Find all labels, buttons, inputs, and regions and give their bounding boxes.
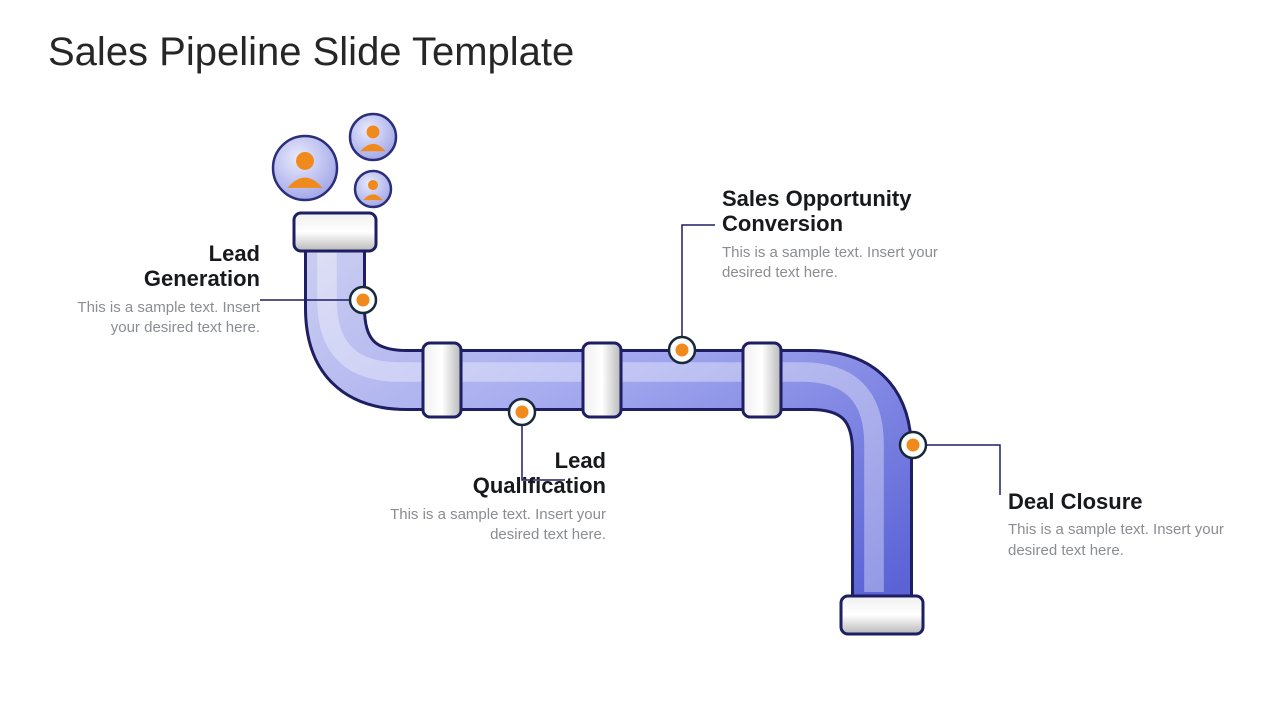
stage-sales-opportunity-conversion: Sales OpportunityConversion This is a sam… — [722, 186, 982, 283]
stage-title: LeadGeneration — [72, 241, 260, 292]
slide: Sales Pipeline Slide Template LeadGenera… — [0, 0, 1280, 720]
stage-title: Deal Closure — [1008, 489, 1228, 514]
stage-description: This is a sample text. Insert your desir… — [1008, 520, 1228, 561]
stage-description: This is a sample text. Insert your desir… — [366, 505, 606, 546]
stage-lead-qualification: LeadQualification This is a sample text. … — [366, 448, 606, 545]
pipeline-diagram — [0, 0, 1280, 720]
stage-title: LeadQualification — [366, 448, 606, 499]
stage-title: Sales OpportunityConversion — [722, 186, 982, 237]
stage-deal-closure: Deal Closure This is a sample text. Inser… — [1008, 489, 1228, 561]
stage-description: This is a sample text. Insert your desir… — [72, 298, 260, 339]
stage-description: This is a sample text. Insert your desir… — [722, 243, 982, 284]
stage-lead-generation: LeadGeneration This is a sample text. Ins… — [72, 241, 260, 338]
